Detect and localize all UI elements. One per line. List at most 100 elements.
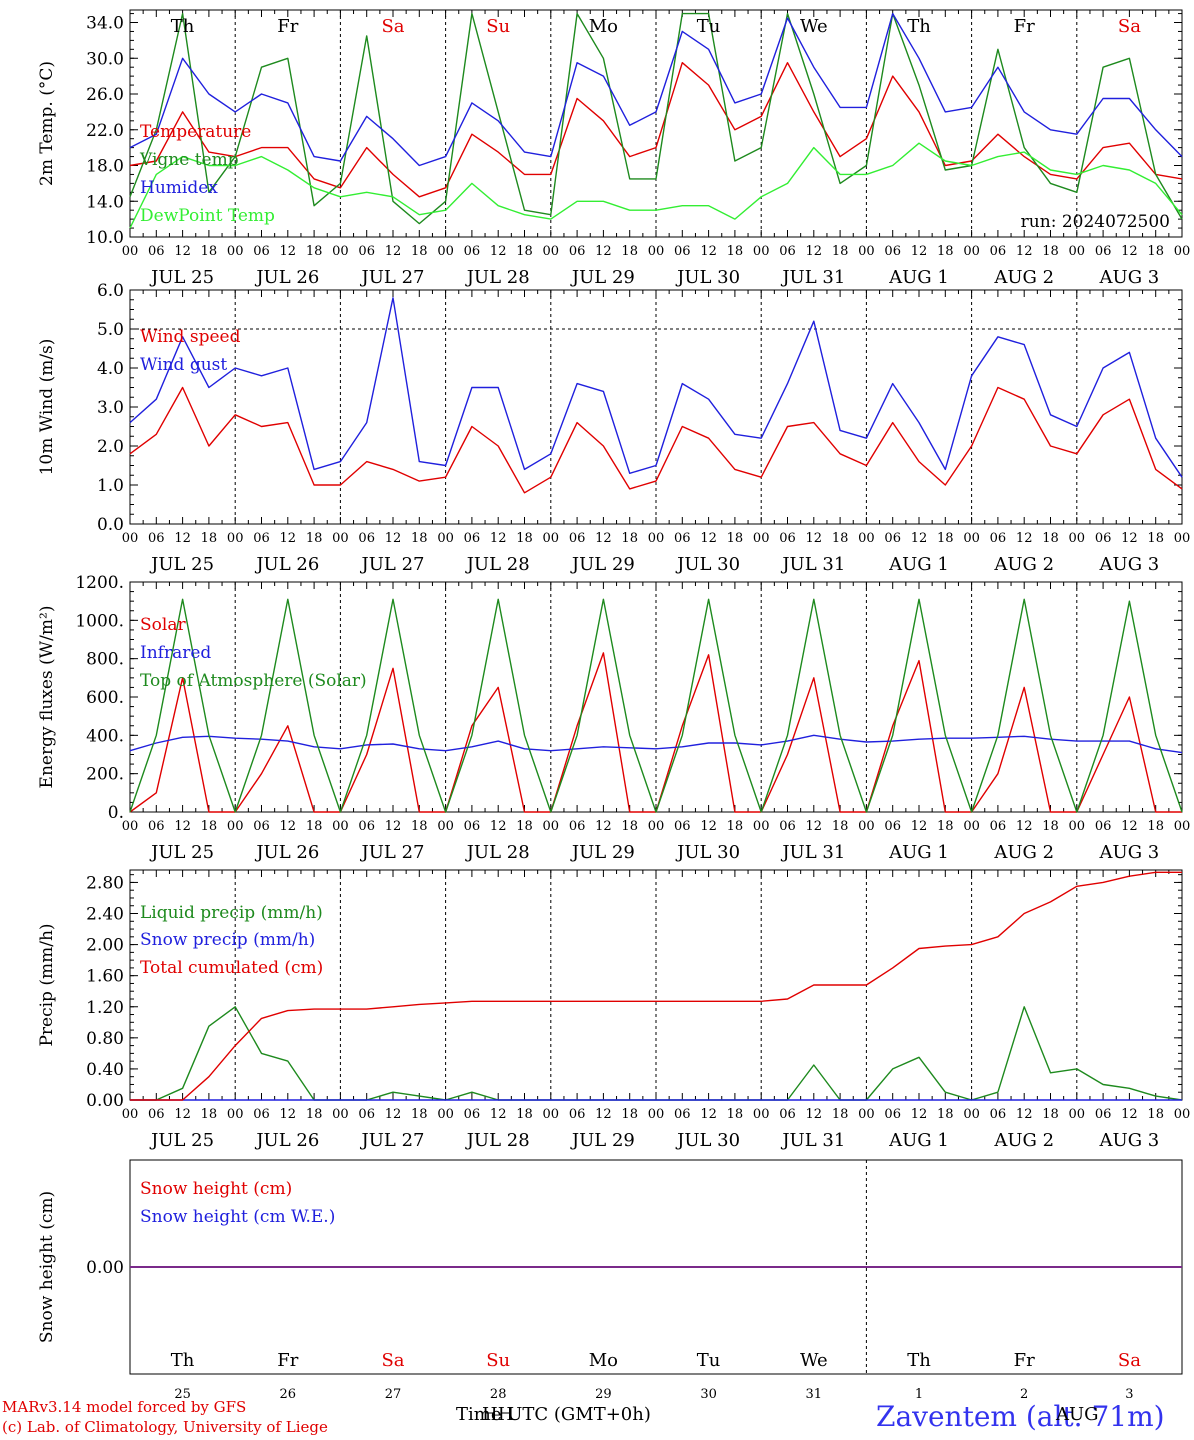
hour-tick-label: 00 xyxy=(1174,244,1191,259)
date-label: AUG 1 xyxy=(888,842,949,863)
hour-tick-label: 12 xyxy=(1016,531,1033,546)
precip-y-tick-label: 2.00 xyxy=(86,936,124,956)
day-number-label: 26 xyxy=(280,1387,297,1402)
hour-tick-label: 12 xyxy=(385,531,402,546)
hour-tick-label: 18 xyxy=(621,819,638,834)
hour-tick-label: 12 xyxy=(1016,819,1033,834)
hour-tick-label: 18 xyxy=(832,819,849,834)
hour-tick-label: 06 xyxy=(884,1107,901,1122)
wind-y-tick-label: 6.0 xyxy=(97,281,124,301)
hour-tick-label: 06 xyxy=(1095,531,1112,546)
hour-tick-label: 12 xyxy=(806,819,823,834)
hour-tick-label: 18 xyxy=(1147,1107,1164,1122)
hour-tick-label: 12 xyxy=(280,244,297,259)
hour-tick-label: 00 xyxy=(1069,531,1086,546)
hour-tick-label: 00 xyxy=(227,244,244,259)
date-label: AUG 3 xyxy=(1099,267,1160,288)
hour-tick-label: 18 xyxy=(937,819,954,834)
date-label: JUL 27 xyxy=(360,842,425,863)
energy-y-tick-label: 800. xyxy=(86,650,124,670)
hour-tick-label: 12 xyxy=(1016,244,1033,259)
hour-tick-label: 06 xyxy=(779,531,796,546)
hour-tick-label: 06 xyxy=(148,1107,165,1122)
hour-tick-label: 06 xyxy=(253,244,270,259)
date-label: AUG 3 xyxy=(1099,842,1160,863)
snow-legend-entry: Snow height (cm) xyxy=(140,1179,292,1199)
hour-tick-label: 06 xyxy=(569,244,586,259)
precip-legend-entry: Snow precip (mm/h) xyxy=(140,930,315,950)
hour-tick-label: 06 xyxy=(253,531,270,546)
snow-y-axis-label: Snow height (cm) xyxy=(37,1191,57,1343)
hour-tick-label: 12 xyxy=(595,1107,612,1122)
date-label: AUG 3 xyxy=(1099,554,1160,575)
snow-weekday-label: Fr xyxy=(277,1350,298,1371)
hour-tick-label: 00 xyxy=(1174,819,1191,834)
hour-tick-label: 18 xyxy=(937,1107,954,1122)
precip-y-tick-label: 2.80 xyxy=(86,873,124,893)
hour-tick-label: 06 xyxy=(148,819,165,834)
date-label: JUL 25 xyxy=(149,842,214,863)
day-number-label: 27 xyxy=(385,1387,402,1402)
wind-y-axis-label: 10m Wind (m/s) xyxy=(37,339,57,476)
hour-tick-label: 18 xyxy=(937,244,954,259)
hour-tick-label: 18 xyxy=(937,531,954,546)
hour-tick-label: 00 xyxy=(332,819,349,834)
hour-tick-label: 18 xyxy=(516,819,533,834)
hour-tick-label: 12 xyxy=(385,244,402,259)
date-label: JUL 25 xyxy=(149,267,214,288)
temp-y-tick-label: 10.0 xyxy=(86,228,124,248)
hour-tick-label: 18 xyxy=(1042,1107,1059,1122)
date-label: JUL 27 xyxy=(360,1130,425,1151)
date-label: JUL 31 xyxy=(780,842,845,863)
hour-tick-label: 00 xyxy=(543,819,560,834)
hour-tick-label: 12 xyxy=(700,1107,717,1122)
hour-tick-label: 18 xyxy=(621,1107,638,1122)
date-label: JUL 26 xyxy=(254,267,319,288)
date-label: JUL 25 xyxy=(149,554,214,575)
date-label: AUG 1 xyxy=(888,1130,949,1151)
hour-tick-label: 12 xyxy=(280,531,297,546)
temp-y-tick-label: 22.0 xyxy=(86,121,124,141)
temp-legend-entry: DewPoint Temp xyxy=(140,206,275,226)
hour-tick-label: 00 xyxy=(858,1107,875,1122)
date-label: JUL 29 xyxy=(570,554,635,575)
weekday-label: Th xyxy=(171,16,195,37)
hour-tick-label: 18 xyxy=(1042,531,1059,546)
hour-tick-label: 06 xyxy=(148,531,165,546)
hour-tick-label: 12 xyxy=(1121,819,1138,834)
precip-y-tick-label: 0.40 xyxy=(86,1060,124,1080)
hour-tick-label: 12 xyxy=(911,1107,928,1122)
hour-tick-label: 06 xyxy=(569,1107,586,1122)
hour-tick-label: 00 xyxy=(963,819,980,834)
hour-tick-label: 06 xyxy=(674,1107,691,1122)
temp-legend-entry: Humidex xyxy=(140,178,218,198)
hour-tick-label: 18 xyxy=(1147,531,1164,546)
day-number-label: 28 xyxy=(490,1387,507,1402)
hour-tick-label: 18 xyxy=(201,819,218,834)
temp-y-tick-label: 26.0 xyxy=(86,85,124,105)
hour-tick-label: 12 xyxy=(385,819,402,834)
date-label: JUL 29 xyxy=(570,267,635,288)
hour-tick-label: 06 xyxy=(253,819,270,834)
energy-legend-entry: Infrared xyxy=(140,643,211,663)
hour-tick-label: 06 xyxy=(464,1107,481,1122)
precip-y-tick-label: 0.80 xyxy=(86,1029,124,1049)
hour-tick-label: 06 xyxy=(358,531,375,546)
hour-tick-label: 18 xyxy=(306,244,323,259)
hour-tick-label: 06 xyxy=(674,819,691,834)
hour-tick-label: 12 xyxy=(911,819,928,834)
date-label: JUL 28 xyxy=(465,1130,530,1151)
snow-legend-entry: Snow height (cm W.E.) xyxy=(140,1207,335,1227)
hour-tick-label: 00 xyxy=(858,531,875,546)
snow-weekday-label: Th xyxy=(907,1350,931,1371)
date-label: JUL 30 xyxy=(675,1130,740,1151)
precip-series-2 xyxy=(130,871,1182,1101)
wind-y-tick-label: 2.0 xyxy=(97,437,124,457)
hour-tick-label: 12 xyxy=(490,1107,507,1122)
wind-y-tick-label: 1.0 xyxy=(97,476,124,496)
date-label: JUL 31 xyxy=(780,554,845,575)
date-label: JUL 25 xyxy=(149,1130,214,1151)
day-number-label: 25 xyxy=(174,1387,191,1402)
hour-tick-label: 00 xyxy=(122,531,139,546)
hour-tick-label: 06 xyxy=(674,531,691,546)
